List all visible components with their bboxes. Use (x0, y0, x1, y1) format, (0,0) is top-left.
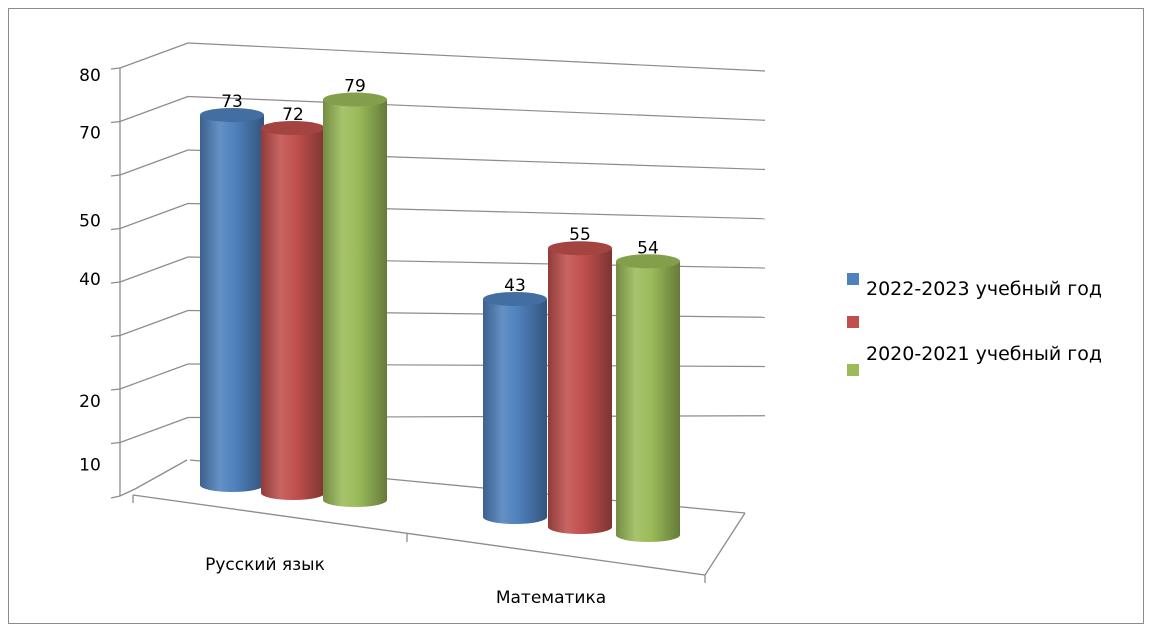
legend-swatch (847, 316, 859, 328)
data-label: 72 (282, 105, 304, 125)
y-tick-mark (110, 227, 121, 231)
bar-top (548, 241, 612, 256)
data-label: 55 (569, 225, 591, 245)
x-category-label: Русский язык (205, 555, 325, 575)
y-tick-mark (110, 174, 121, 177)
bar-body (616, 261, 680, 542)
legend-label: 2020-2021 учебный год (866, 343, 1102, 365)
y-tick-label: 70 (79, 124, 101, 144)
gridline-side (119, 202, 189, 230)
bar-1-1 (548, 241, 612, 534)
y-tick-mark (110, 441, 121, 445)
gridline (187, 95, 766, 121)
bar-body (200, 114, 264, 493)
gridline-side (119, 149, 189, 176)
bar-0-1 (261, 121, 325, 500)
bar-top (616, 254, 680, 269)
y-tick-mark (110, 334, 121, 338)
y-axis-ticks: 10 20 40 50 70 80 (79, 66, 101, 476)
legend: 2022-2023 учебный год 2020-2021 учебный г… (847, 273, 1102, 376)
bar-body (548, 248, 612, 534)
bar-top (261, 121, 325, 136)
y-tick-label: 10 (79, 456, 101, 476)
y-tick-mark (110, 120, 121, 124)
gridline-side (119, 309, 189, 337)
bar-top (200, 107, 264, 122)
bar-top (323, 92, 387, 107)
x-category-label: Математика (496, 588, 606, 608)
y-tick-mark (110, 281, 121, 284)
floor-back-edge (119, 488, 136, 497)
y-tick-label: 80 (79, 66, 101, 86)
bar-body (483, 299, 547, 524)
gridline-side (119, 363, 189, 390)
gridline-side (119, 416, 189, 444)
gridline-side (119, 42, 189, 69)
bar-0-2 (323, 92, 387, 507)
data-labels: 73 72 79 43 55 54 (221, 77, 659, 296)
bar-1-0 (483, 292, 547, 524)
legend-swatch (847, 273, 859, 285)
gridline-side (119, 95, 189, 123)
data-label: 73 (221, 92, 243, 112)
gridline-side (119, 256, 189, 283)
data-label: 54 (637, 238, 659, 258)
bar-body (261, 128, 325, 500)
bar-1-2 (616, 254, 680, 542)
y-tick-label: 50 (79, 212, 101, 232)
gridline (187, 42, 766, 72)
data-label: 43 (504, 276, 526, 296)
legend-label: 2022-2023 учебный год (866, 278, 1102, 300)
y-tick-label: 40 (79, 270, 101, 290)
y-tick-mark (110, 388, 121, 391)
bars (200, 92, 680, 542)
legend-swatch (847, 364, 859, 376)
y-tick-mark (110, 495, 121, 499)
bar-0-0 (200, 107, 264, 493)
bar-top (483, 292, 547, 307)
floor-left-edge (134, 459, 188, 490)
y-tick-mark (110, 67, 121, 70)
data-label: 79 (344, 77, 366, 97)
y-tick-label: 20 (79, 392, 101, 412)
x-axis-categories: Русский язык Математика (205, 555, 606, 608)
bar-body (323, 99, 387, 507)
